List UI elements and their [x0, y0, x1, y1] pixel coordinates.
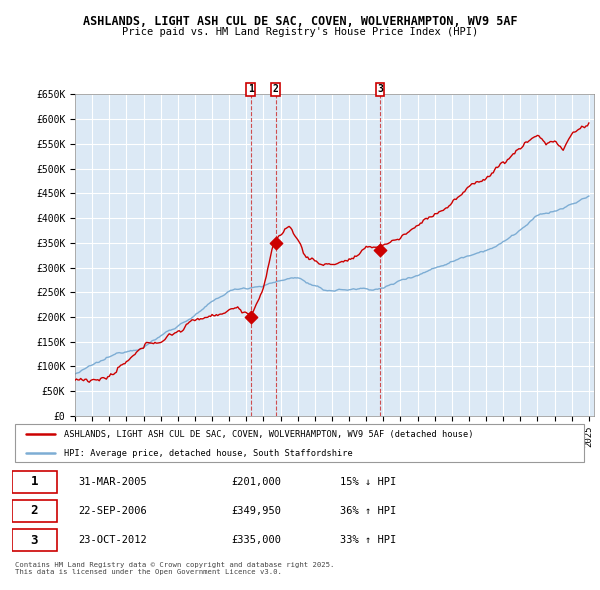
FancyBboxPatch shape — [12, 500, 57, 522]
Text: 15% ↓ HPI: 15% ↓ HPI — [340, 477, 397, 487]
Text: 23-OCT-2012: 23-OCT-2012 — [78, 535, 147, 545]
Text: Contains HM Land Registry data © Crown copyright and database right 2025.
This d: Contains HM Land Registry data © Crown c… — [15, 562, 334, 575]
Text: 36% ↑ HPI: 36% ↑ HPI — [340, 506, 397, 516]
Text: Price paid vs. HM Land Registry's House Price Index (HPI): Price paid vs. HM Land Registry's House … — [122, 27, 478, 37]
Text: £335,000: £335,000 — [231, 535, 281, 545]
Text: £201,000: £201,000 — [231, 477, 281, 487]
Text: £349,950: £349,950 — [231, 506, 281, 516]
Point — [271, 238, 281, 248]
Text: 2: 2 — [273, 84, 278, 94]
Text: 1: 1 — [31, 475, 38, 488]
Point — [375, 245, 385, 255]
FancyBboxPatch shape — [12, 471, 57, 493]
FancyBboxPatch shape — [15, 424, 584, 463]
Text: 1: 1 — [248, 84, 254, 94]
Text: HPI: Average price, detached house, South Staffordshire: HPI: Average price, detached house, Sout… — [64, 448, 353, 458]
Point — [246, 312, 256, 321]
Text: 3: 3 — [31, 534, 38, 547]
Text: 33% ↑ HPI: 33% ↑ HPI — [340, 535, 397, 545]
Text: 2: 2 — [31, 504, 38, 517]
Text: ASHLANDS, LIGHT ASH CUL DE SAC, COVEN, WOLVERHAMPTON, WV9 5AF: ASHLANDS, LIGHT ASH CUL DE SAC, COVEN, W… — [83, 15, 517, 28]
Text: ASHLANDS, LIGHT ASH CUL DE SAC, COVEN, WOLVERHAMPTON, WV9 5AF (detached house): ASHLANDS, LIGHT ASH CUL DE SAC, COVEN, W… — [64, 430, 473, 439]
FancyBboxPatch shape — [12, 529, 57, 551]
Text: 22-SEP-2006: 22-SEP-2006 — [78, 506, 147, 516]
Text: 31-MAR-2005: 31-MAR-2005 — [78, 477, 147, 487]
Text: 3: 3 — [377, 84, 383, 94]
